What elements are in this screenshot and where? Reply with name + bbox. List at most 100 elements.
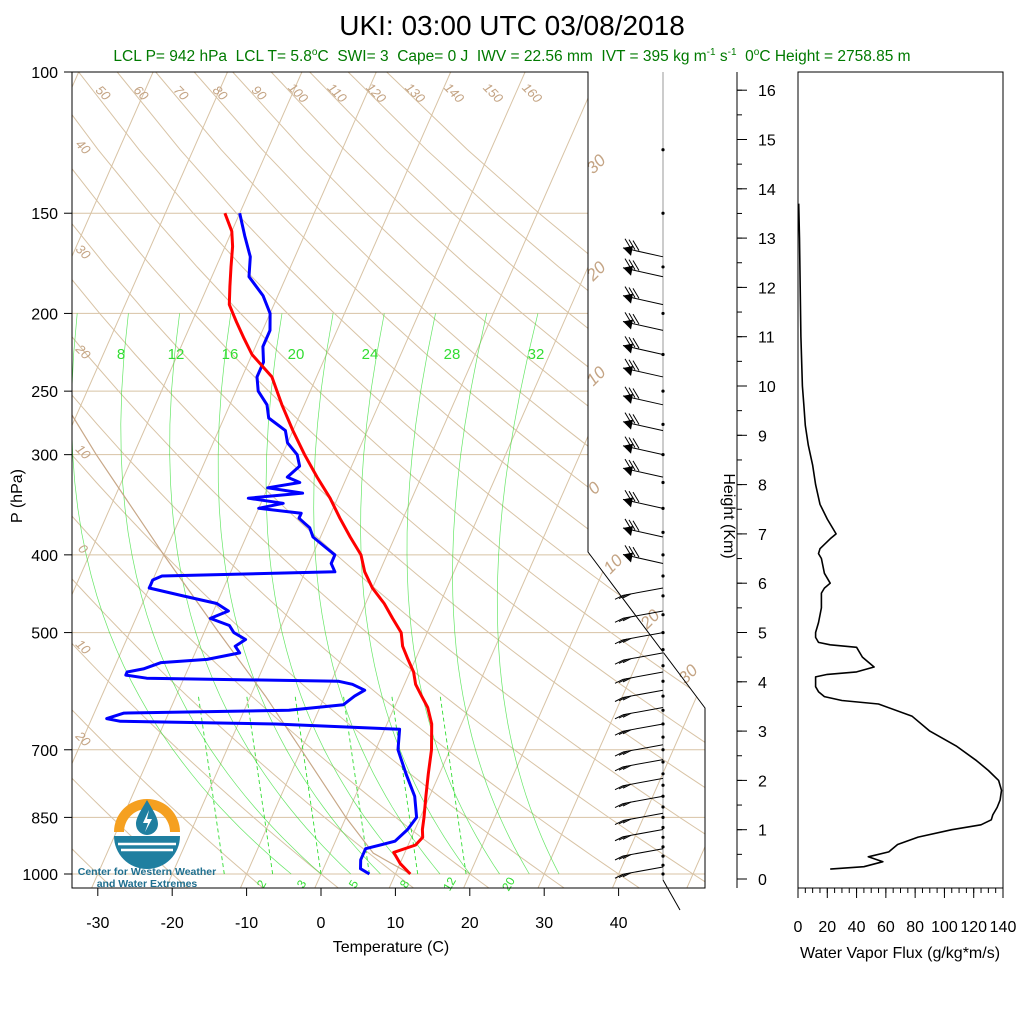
wind-barb-feather: [618, 658, 628, 664]
wind-barb-feather: [632, 546, 640, 558]
wind-barb-feather: [624, 412, 632, 423]
wind-barb-feather: [632, 313, 640, 325]
height-tick-label: 1: [758, 823, 767, 840]
wind-level-dot: [661, 389, 665, 393]
mixing-ratio-label: 12: [168, 346, 185, 363]
moist-adiabat-line: [452, 313, 530, 875]
wind-barb-feather: [614, 697, 624, 702]
wind-level-dot: [661, 211, 665, 215]
wind-barb-feather: [628, 546, 636, 557]
wind-level-dot: [661, 845, 665, 849]
wind-barb-feather: [618, 750, 628, 756]
wind-level-dot: [661, 863, 665, 867]
wind-barb-shaft: [622, 689, 664, 698]
isotherm-line: [536, 72, 705, 888]
wind-barb-feather: [614, 820, 624, 825]
wind-barb-feather: [632, 240, 640, 251]
wind-barb-pennant: [623, 265, 633, 276]
wind-barb-feather: [624, 336, 632, 347]
dry-adiabat-line: [72, 72, 645, 888]
wind-barb-feather: [628, 313, 636, 324]
moist-adiabat-line: [496, 313, 560, 875]
y-axis-title: P (hPa): [9, 469, 26, 523]
logo-caption: Center for Western Weather and Water Ext…: [62, 866, 232, 890]
logo-caption-line-1: Center for Western Weather: [77, 866, 217, 878]
wind-barb-feather: [618, 854, 628, 860]
wind-barb-feather: [622, 658, 632, 664]
dry-adiabat-line: [347, 72, 705, 888]
y-tick-label: 200: [31, 306, 58, 323]
swi-value: SWI= 3: [337, 48, 389, 66]
wind-level-dot: [661, 148, 665, 152]
wind-level-dot: [661, 422, 665, 426]
moist-adiabat-line: [120, 313, 322, 875]
mixing-ratio-label: 32: [528, 346, 545, 363]
moist-adiabat-line: [265, 313, 411, 875]
wind-barb-feather: [628, 359, 636, 371]
wind-barb-feather: [622, 818, 632, 824]
wind-barb-feather: [632, 388, 640, 399]
wind-barb-feather: [614, 617, 624, 623]
isotherm-line: [164, 72, 526, 888]
adiabat-label: 30: [583, 150, 610, 177]
moist-adiabat-line: [217, 313, 381, 875]
wind-barb-feather: [614, 678, 624, 684]
height-tick-label: 11: [758, 330, 775, 347]
moist-adiabat-line: [169, 313, 352, 875]
wind-barb-feather: [624, 386, 632, 398]
logo-sun-arc: [114, 799, 180, 832]
dry-adiabat-line: [72, 72, 705, 888]
y-tick-label: 250: [31, 384, 58, 401]
wind-barb-feather: [628, 437, 636, 448]
isotherm-line: [72, 72, 303, 888]
dry-adiabat-line: [72, 72, 705, 888]
isotherm-label: 110: [325, 80, 351, 106]
isotherm-label: 90: [249, 82, 270, 103]
wind-barb-pennant: [623, 552, 633, 563]
isotherm-label: 160: [519, 80, 545, 106]
isotherm-label: 150: [480, 80, 506, 106]
moist-adiabat-line: [360, 313, 471, 875]
isotherm-label: 50: [93, 82, 114, 103]
zero-degree-height-value: C Height = 2758.85 m: [759, 48, 911, 66]
logo-caption-line-2: and Water Extremes: [96, 878, 198, 890]
flux-x-tick-label: 120: [960, 919, 987, 936]
wind-level-dot: [661, 815, 665, 819]
wind-barb-feather: [622, 872, 632, 878]
wind-level-dot: [661, 480, 665, 485]
isotherm-label: 80: [210, 82, 231, 103]
wind-barb-pennant: [623, 293, 633, 304]
wind-barb-feather: [632, 360, 640, 371]
wind-barb-feather: [628, 337, 636, 348]
y-tick-label: 100: [31, 65, 58, 82]
ivt-unit-s: s: [715, 48, 728, 66]
wind-barb-feather: [614, 730, 624, 736]
adiabat-label: 30: [675, 660, 702, 687]
height-tick-label: 2: [758, 773, 767, 790]
height-tick-label: 6: [758, 576, 767, 593]
wind-barb-feather: [624, 436, 632, 447]
flux-x-tick-label: 20: [818, 919, 836, 936]
isotherm-label: 100: [285, 80, 311, 106]
logo-waves: [118, 842, 176, 852]
height-tick-label: 14: [758, 182, 776, 199]
wind-barb-feather: [618, 713, 628, 719]
wind-barb-feather: [624, 238, 632, 250]
wind-barb-feather: [622, 729, 632, 735]
wind-barb-feather: [628, 387, 636, 398]
mixing-ratio-label: 28: [444, 346, 461, 363]
isotherm-line: [0, 72, 4, 891]
wind-barb-feather: [628, 519, 636, 531]
wind-barb-feather: [614, 766, 624, 772]
skewt-frame: [71, 71, 706, 889]
isotherm-line: [72, 72, 377, 888]
cape-value: Cape= 0 J: [397, 48, 469, 66]
wind-level-dot: [661, 530, 665, 534]
height-tick-label: 15: [758, 133, 776, 150]
x-tick-label: -30: [86, 915, 109, 932]
dry-adiabat-line: [72, 72, 192, 888]
logo-water-bowl: [114, 836, 180, 869]
lcl-pressure: LCL P= 942 hPa: [113, 48, 228, 66]
wind-barb-feather: [622, 616, 632, 622]
x-tick-label: -20: [161, 915, 184, 932]
